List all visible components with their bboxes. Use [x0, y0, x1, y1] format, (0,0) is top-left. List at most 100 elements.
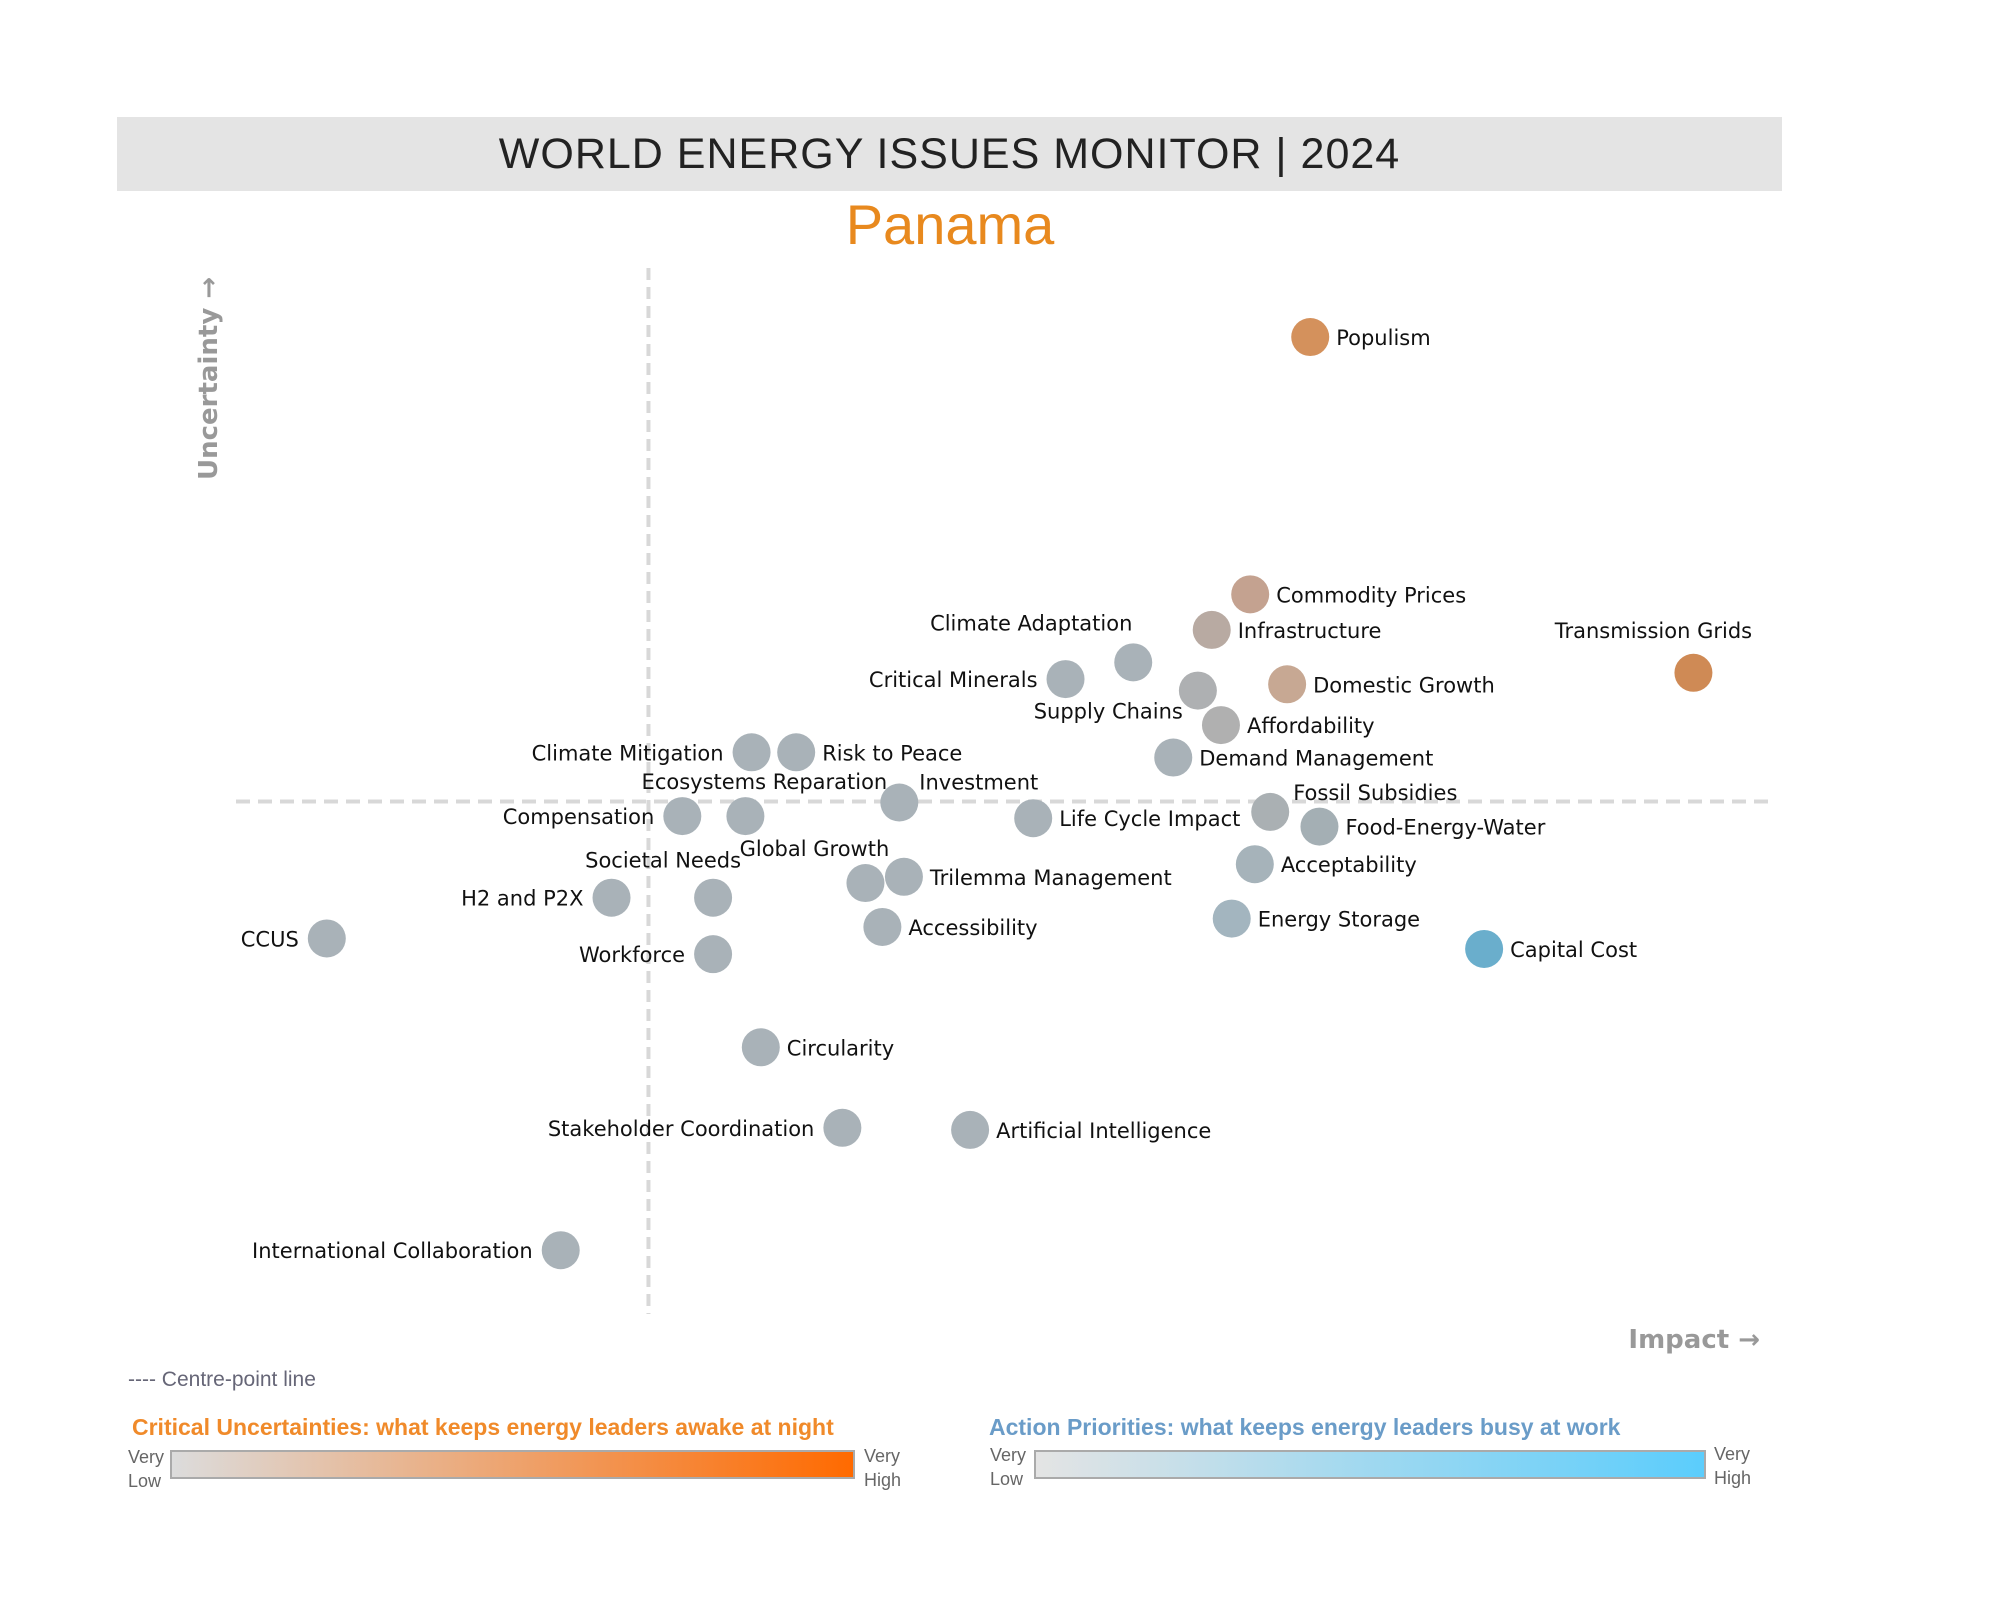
data-point[interactable]: Climate Adaptation [930, 611, 1153, 682]
data-point[interactable]: Life Cycle Impact [1014, 799, 1240, 838]
data-point[interactable]: Risk to Peace [777, 733, 962, 772]
point-marker[interactable] [1268, 665, 1307, 704]
point-marker[interactable] [1291, 318, 1330, 357]
priorities-legend-title: Action Priorities: what keeps energy lea… [989, 1414, 1621, 1440]
data-point[interactable]: Climate Mitigation [532, 733, 771, 772]
point-marker[interactable] [1154, 738, 1193, 777]
point-marker[interactable] [541, 1231, 580, 1270]
point-label: Food-Energy-Water [1345, 816, 1545, 840]
data-point[interactable]: Accessibility [863, 907, 1038, 946]
point-marker[interactable] [846, 864, 885, 903]
data-point[interactable]: Ecosystems Reparation [642, 770, 888, 836]
point-label: Domestic Growth [1313, 673, 1495, 697]
data-point[interactable]: Demand Management [1154, 738, 1433, 777]
data-point[interactable]: Supply Chains [1034, 671, 1217, 724]
point-marker[interactable] [1114, 643, 1153, 682]
priorities-low-label: Very Low [990, 1445, 1027, 1489]
data-point[interactable]: Commodity Prices [1231, 575, 1466, 614]
point-label: Trilemma Management [929, 866, 1172, 890]
data-point[interactable]: Food-Energy-Water [1300, 807, 1546, 846]
point-marker[interactable] [1465, 929, 1504, 968]
data-point[interactable]: International Collaboration [252, 1231, 580, 1270]
point-label: Climate Mitigation [532, 741, 724, 765]
point-label: Supply Chains [1034, 700, 1183, 724]
data-point[interactable]: Infrastructure [1192, 610, 1382, 649]
data-point[interactable]: Populism [1291, 318, 1431, 357]
point-marker[interactable] [726, 797, 765, 836]
point-label: Artificial Intelligence [996, 1119, 1211, 1143]
data-point[interactable]: Domestic Growth [1268, 665, 1495, 704]
point-label: Risk to Peace [822, 741, 962, 765]
point-marker[interactable] [823, 1108, 862, 1147]
point-marker[interactable] [592, 878, 631, 917]
point-label: Fossil Subsidies [1293, 781, 1457, 805]
point-label: International Collaboration [252, 1239, 533, 1263]
point-label: Societal Needs [585, 849, 741, 873]
point-label: Climate Adaptation [930, 611, 1132, 635]
chart-title: WORLD ENERGY ISSUES MONITOR | 2024 [498, 129, 1401, 178]
point-label: Demand Management [1199, 747, 1433, 771]
data-point[interactable]: Workforce [579, 935, 733, 974]
point-marker[interactable] [951, 1110, 990, 1149]
title-bar: WORLD ENERGY ISSUES MONITOR | 2024 [117, 117, 1782, 191]
data-point[interactable]: Affordability [1201, 706, 1375, 745]
data-point[interactable]: Stakeholder Coordination [548, 1108, 862, 1147]
uncertainties-high-label: Very High [864, 1446, 902, 1490]
point-marker[interactable] [1201, 706, 1240, 745]
point-marker[interactable] [1300, 807, 1339, 846]
point-label: Populism [1336, 326, 1430, 350]
point-marker[interactable] [863, 907, 902, 946]
point-label: Affordability [1247, 714, 1375, 738]
data-point[interactable]: Societal Needs [585, 849, 741, 917]
data-point[interactable]: Investment [880, 771, 1038, 822]
point-label: Transmission Grids [1554, 619, 1752, 643]
point-label: Critical Minerals [869, 668, 1038, 692]
data-point[interactable]: Fossil Subsidies [1251, 781, 1457, 831]
point-marker[interactable] [307, 919, 346, 958]
point-label: Energy Storage [1258, 908, 1420, 932]
data-point[interactable]: Compensation [503, 797, 702, 836]
point-marker[interactable] [741, 1028, 780, 1067]
data-point[interactable]: Circularity [741, 1028, 894, 1067]
x-axis-label: Impact → [1628, 1325, 1760, 1355]
point-label: CCUS [241, 927, 299, 951]
point-marker[interactable] [694, 878, 733, 917]
point-marker[interactable] [1212, 899, 1251, 938]
point-marker[interactable] [694, 935, 733, 974]
point-marker[interactable] [880, 783, 919, 822]
data-point[interactable]: CCUS [241, 919, 346, 958]
data-point[interactable]: Critical Minerals [869, 660, 1085, 699]
y-axis-label: Uncertainty → [194, 277, 224, 480]
data-point[interactable]: Acceptability [1235, 845, 1417, 884]
point-marker[interactable] [1674, 653, 1713, 692]
data-point[interactable]: Capital Cost [1465, 929, 1637, 968]
point-marker[interactable] [1235, 845, 1274, 884]
uncertainties-gradient-bar [170, 1450, 855, 1479]
data-point[interactable]: H2 and P2X [461, 878, 631, 917]
point-marker[interactable] [1014, 799, 1053, 838]
point-marker[interactable] [1192, 610, 1231, 649]
point-label: Capital Cost [1510, 938, 1637, 962]
point-label: Acceptability [1281, 853, 1417, 877]
point-marker[interactable] [1231, 575, 1270, 614]
point-marker[interactable] [1251, 792, 1290, 831]
point-label: Circularity [787, 1036, 894, 1060]
point-label: Global Growth [740, 837, 890, 861]
point-marker[interactable] [777, 733, 816, 772]
point-label: Compensation [503, 805, 655, 829]
data-point[interactable]: Trilemma Management [884, 857, 1172, 896]
point-marker[interactable] [884, 857, 923, 896]
point-label: Life Cycle Impact [1059, 807, 1240, 831]
point-label: Infrastructure [1238, 619, 1382, 643]
data-point[interactable]: Energy Storage [1212, 899, 1420, 938]
data-point[interactable]: Artificial Intelligence [951, 1110, 1211, 1149]
country-subtitle: Panama [845, 193, 1055, 256]
point-marker[interactable] [732, 733, 771, 772]
data-point[interactable]: Global Growth [740, 837, 890, 903]
point-marker[interactable] [663, 797, 702, 836]
point-marker[interactable] [1178, 671, 1217, 710]
point-marker[interactable] [1046, 660, 1085, 699]
centre-line-note: ---- Centre-point line [128, 1368, 316, 1391]
data-point[interactable]: Transmission Grids [1554, 619, 1752, 692]
